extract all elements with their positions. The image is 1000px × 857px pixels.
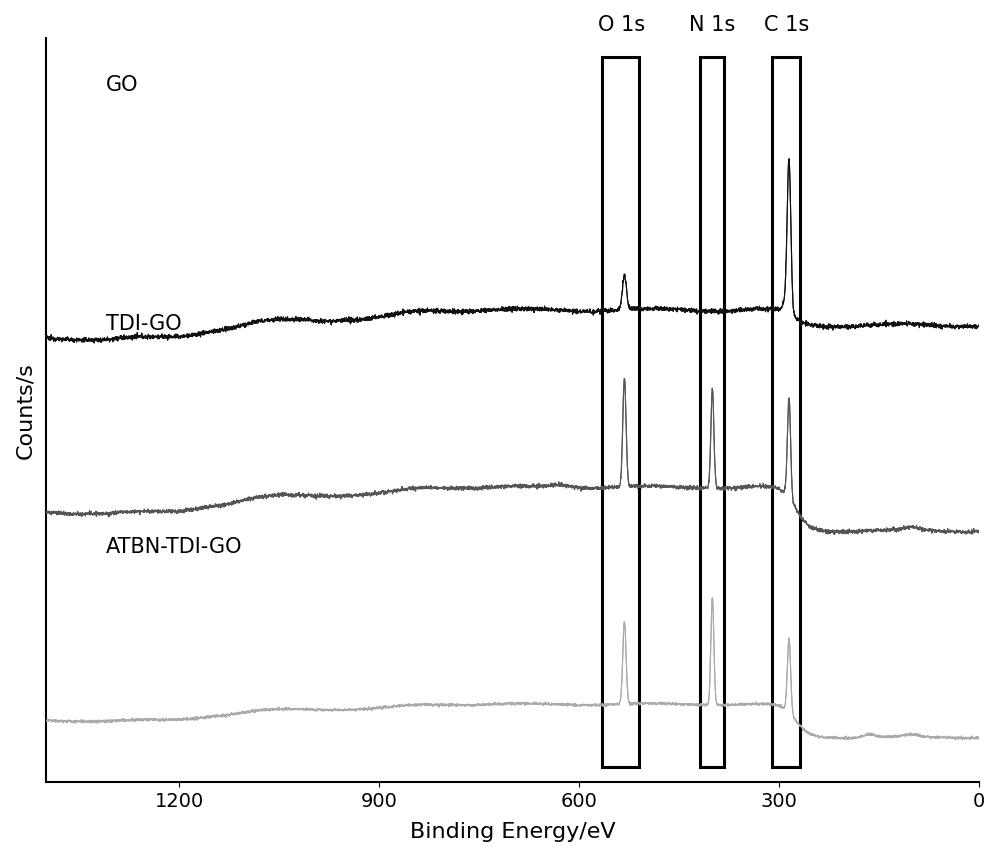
- Bar: [700, 57, 724, 767]
- Text: O 1s: O 1s: [598, 15, 645, 34]
- Y-axis label: Counts/s: Counts/s: [15, 362, 35, 458]
- Bar: [602, 57, 639, 767]
- X-axis label: Binding Energy/eV: Binding Energy/eV: [410, 822, 615, 842]
- Text: ATBN-TDI-GO: ATBN-TDI-GO: [106, 536, 243, 557]
- Text: GO: GO: [106, 75, 139, 95]
- Text: TDI-GO: TDI-GO: [106, 314, 182, 333]
- Text: N 1s: N 1s: [689, 15, 735, 34]
- Text: C 1s: C 1s: [764, 15, 809, 34]
- Bar: [772, 57, 800, 767]
